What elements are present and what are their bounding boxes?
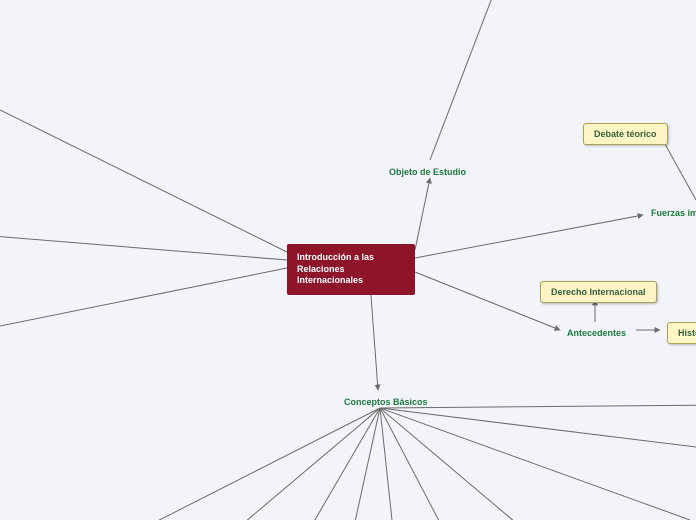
node-antecedentes[interactable]: Antecedentes: [567, 328, 626, 338]
node-histor[interactable]: Histor: [667, 322, 696, 344]
node-label: Objeto de Estudio: [389, 167, 466, 177]
node-derecho-internacional[interactable]: Derecho Internacional: [540, 281, 657, 303]
node-label: Fuerzas imp: [651, 208, 696, 218]
node-label: Conceptos Básicos: [344, 397, 428, 407]
node-label: Debate téorico: [594, 129, 657, 139]
root-node-label: Introducción a las Relaciones Internacio…: [297, 252, 374, 285]
node-fuerzas[interactable]: Fuerzas imp: [651, 208, 696, 218]
root-node[interactable]: Introducción a las Relaciones Internacio…: [287, 244, 415, 295]
node-debate-teorico[interactable]: Debate téorico: [583, 123, 668, 145]
node-label: Histor: [678, 328, 696, 338]
node-label: Antecedentes: [567, 328, 626, 338]
node-conceptos-basicos[interactable]: Conceptos Básicos: [344, 397, 428, 407]
node-label: Derecho Internacional: [551, 287, 646, 297]
node-objeto-de-estudio[interactable]: Objeto de Estudio: [389, 167, 466, 177]
mindmap-canvas: Introducción a las Relaciones Internacio…: [0, 0, 696, 520]
